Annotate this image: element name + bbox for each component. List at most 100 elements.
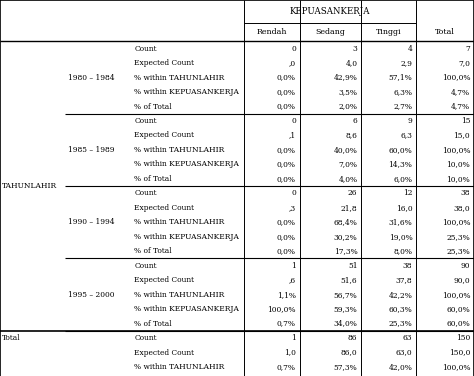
Text: 0,0%: 0,0% (277, 233, 296, 241)
Text: 34,0%: 34,0% (334, 320, 357, 327)
Text: Count: Count (134, 262, 156, 270)
Text: 60,0%: 60,0% (447, 320, 470, 327)
Text: 0,0%: 0,0% (277, 161, 296, 168)
Text: Total: Total (2, 334, 21, 342)
Text: 1,1%: 1,1% (277, 291, 296, 299)
Text: 31,6%: 31,6% (389, 218, 412, 226)
Text: 6: 6 (353, 117, 357, 125)
Text: 63: 63 (403, 334, 412, 342)
Text: % within TAHUNLAHIR: % within TAHUNLAHIR (134, 218, 224, 226)
Text: 100,0%: 100,0% (442, 74, 470, 82)
Text: 100,0%: 100,0% (442, 146, 470, 154)
Text: 1995 – 2000: 1995 – 2000 (68, 291, 114, 299)
Text: ,3: ,3 (289, 204, 296, 212)
Text: 90: 90 (461, 262, 470, 270)
Text: Expected Count: Expected Count (134, 59, 194, 67)
Text: 86: 86 (348, 334, 357, 342)
Text: 38: 38 (461, 190, 470, 197)
Text: 56,7%: 56,7% (334, 291, 357, 299)
Text: 150: 150 (456, 334, 470, 342)
Text: % of Total: % of Total (134, 247, 172, 255)
Text: 0,0%: 0,0% (277, 103, 296, 111)
Text: 57,3%: 57,3% (334, 363, 357, 371)
Text: 60,0%: 60,0% (447, 305, 470, 313)
Text: 60,3%: 60,3% (389, 305, 412, 313)
Text: 3,5%: 3,5% (338, 88, 357, 96)
Text: % within TAHUNLAHIR: % within TAHUNLAHIR (134, 74, 224, 82)
Text: 37,8: 37,8 (396, 276, 412, 284)
Text: 30,2%: 30,2% (334, 233, 357, 241)
Text: 10,0%: 10,0% (447, 161, 470, 168)
Text: 4,0%: 4,0% (338, 175, 357, 183)
Text: 42,0%: 42,0% (389, 363, 412, 371)
Text: 0: 0 (291, 45, 296, 53)
Text: 100,0%: 100,0% (442, 291, 470, 299)
Text: 25,3%: 25,3% (447, 247, 470, 255)
Text: 21,8: 21,8 (341, 204, 357, 212)
Text: Rendah: Rendah (256, 28, 287, 36)
Text: 86,0: 86,0 (341, 349, 357, 356)
Text: 15,0: 15,0 (454, 132, 470, 139)
Text: Expected Count: Expected Count (134, 276, 194, 284)
Text: 38: 38 (403, 262, 412, 270)
Text: 1: 1 (291, 334, 296, 342)
Text: Tinggi: Tinggi (376, 28, 401, 36)
Text: 16,0: 16,0 (396, 204, 412, 212)
Text: 8,6: 8,6 (346, 132, 357, 139)
Text: % within KEPUASANKERJA: % within KEPUASANKERJA (134, 161, 239, 168)
Text: 0,0%: 0,0% (277, 88, 296, 96)
Text: 63,0: 63,0 (396, 349, 412, 356)
Text: 57,1%: 57,1% (389, 74, 412, 82)
Text: 100,0%: 100,0% (442, 363, 470, 371)
Text: ,6: ,6 (289, 276, 296, 284)
Text: 150,0: 150,0 (449, 349, 470, 356)
Text: Expected Count: Expected Count (134, 204, 194, 212)
Text: 42,2%: 42,2% (389, 291, 412, 299)
Text: 0,7%: 0,7% (277, 320, 296, 327)
Text: % of Total: % of Total (134, 320, 172, 327)
Text: 2,7%: 2,7% (393, 103, 412, 111)
Text: 1: 1 (291, 262, 296, 270)
Text: % of Total: % of Total (134, 175, 172, 183)
Text: 4,7%: 4,7% (451, 88, 470, 96)
Text: 17,3%: 17,3% (334, 247, 357, 255)
Text: 15: 15 (461, 117, 470, 125)
Text: % within TAHUNLAHIR: % within TAHUNLAHIR (134, 146, 224, 154)
Text: 100,0%: 100,0% (442, 218, 470, 226)
Text: 0,0%: 0,0% (277, 175, 296, 183)
Text: ,1: ,1 (289, 132, 296, 139)
Text: 59,3%: 59,3% (334, 305, 357, 313)
Text: 2,0%: 2,0% (338, 103, 357, 111)
Text: 14,3%: 14,3% (389, 161, 412, 168)
Text: 38,0: 38,0 (454, 204, 470, 212)
Text: 8,0%: 8,0% (393, 247, 412, 255)
Text: 25,3%: 25,3% (447, 233, 470, 241)
Text: Sedang: Sedang (315, 28, 346, 36)
Text: 40,0%: 40,0% (334, 146, 357, 154)
Text: 1990 – 1994: 1990 – 1994 (68, 218, 114, 226)
Text: 42,9%: 42,9% (334, 74, 357, 82)
Text: 9: 9 (408, 117, 412, 125)
Text: 4,7%: 4,7% (451, 103, 470, 111)
Text: 100,0%: 100,0% (267, 305, 296, 313)
Text: 6,3%: 6,3% (393, 88, 412, 96)
Text: 25,3%: 25,3% (389, 320, 412, 327)
Text: 7,0: 7,0 (458, 59, 470, 67)
Text: 1,0: 1,0 (284, 349, 296, 356)
Text: 3: 3 (353, 45, 357, 53)
Text: 51: 51 (348, 262, 357, 270)
Text: 26: 26 (348, 190, 357, 197)
Text: % within KEPUASANKERJA: % within KEPUASANKERJA (134, 88, 239, 96)
Text: 60,0%: 60,0% (389, 146, 412, 154)
Text: 90,0: 90,0 (454, 276, 470, 284)
Text: Expected Count: Expected Count (134, 132, 194, 139)
Text: 51,6: 51,6 (341, 276, 357, 284)
Text: % within KEPUASANKERJA: % within KEPUASANKERJA (134, 233, 239, 241)
Text: 10,0%: 10,0% (447, 175, 470, 183)
Text: 6,0%: 6,0% (393, 175, 412, 183)
Text: 12: 12 (403, 190, 412, 197)
Text: 0: 0 (291, 190, 296, 197)
Text: Expected Count: Expected Count (134, 349, 194, 356)
Text: 4: 4 (408, 45, 412, 53)
Text: Count: Count (134, 45, 156, 53)
